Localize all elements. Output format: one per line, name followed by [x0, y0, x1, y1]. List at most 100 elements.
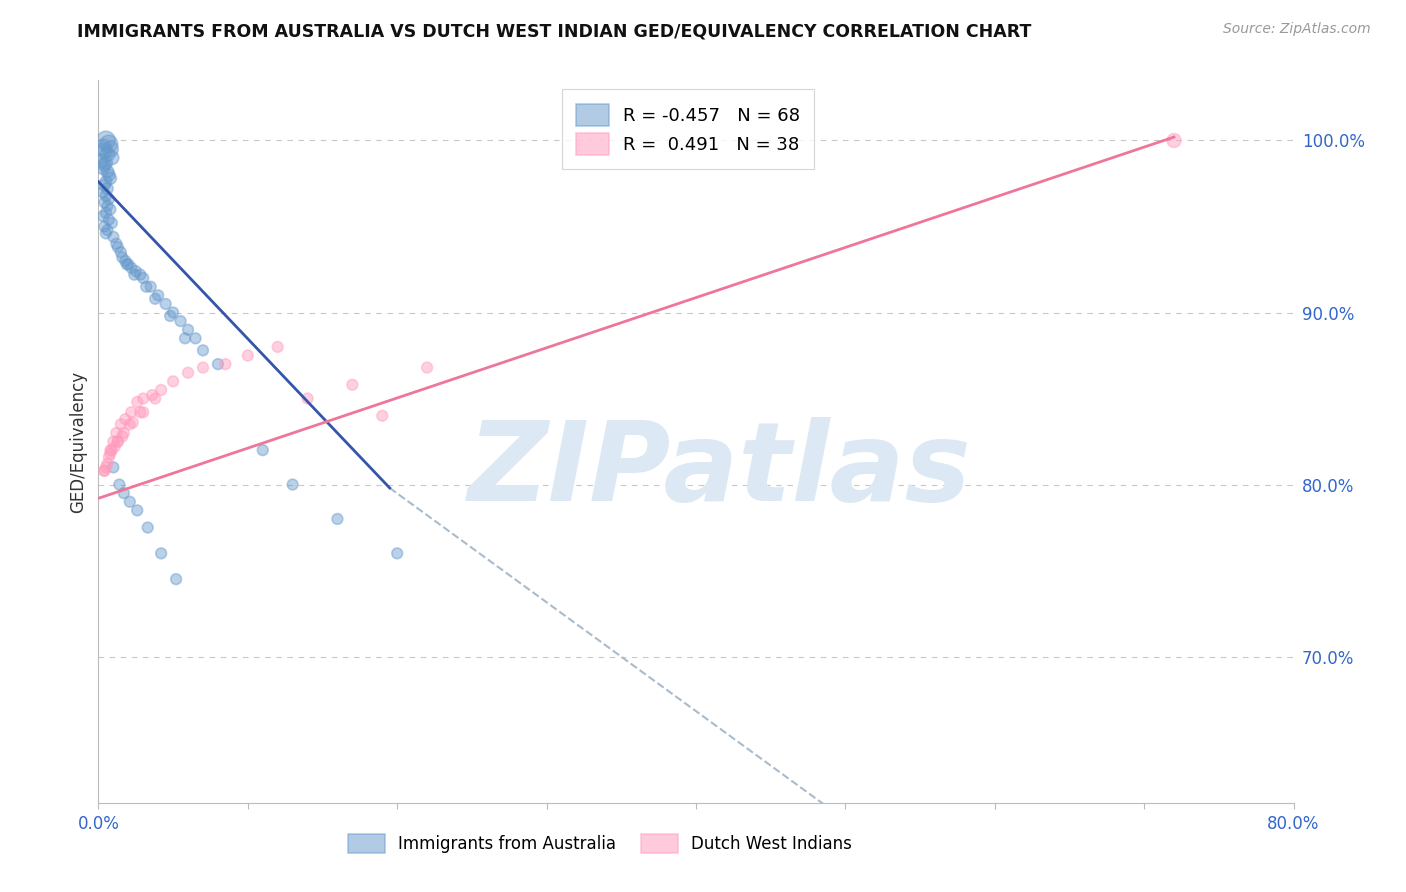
Point [93, 195, 115, 210]
Point [281, 477, 304, 491]
Point [159, 309, 181, 323]
Point [91, 140, 114, 154]
Point [127, 395, 149, 409]
Point [1163, 133, 1185, 147]
Point [236, 349, 259, 363]
Point [132, 392, 155, 406]
Point [184, 331, 207, 345]
Point [107, 434, 129, 449]
Point [94, 133, 117, 147]
Point [174, 331, 197, 345]
Point [125, 264, 148, 278]
Point [108, 477, 131, 491]
Point [91, 209, 114, 223]
Point [93, 144, 115, 158]
Text: IMMIGRANTS FROM AUSTRALIA VS DUTCH WEST INDIAN GED/EQUIVALENCY CORRELATION CHART: IMMIGRANTS FROM AUSTRALIA VS DUTCH WEST … [77, 22, 1032, 40]
Point [214, 357, 236, 371]
Point [111, 429, 134, 443]
Point [98, 446, 122, 460]
Point [207, 357, 229, 371]
Point [127, 503, 149, 517]
Point [165, 572, 187, 586]
Point [191, 360, 214, 375]
Point [101, 151, 124, 165]
Point [143, 292, 166, 306]
Point [139, 279, 162, 293]
Point [94, 156, 117, 170]
Point [93, 464, 115, 478]
Point [267, 340, 290, 354]
Point [136, 520, 159, 534]
Point [141, 388, 163, 402]
Point [110, 417, 132, 432]
Point [96, 147, 118, 161]
Point [104, 440, 127, 454]
Point [91, 161, 114, 175]
Point [96, 164, 118, 178]
Point [148, 288, 170, 302]
Point [97, 136, 120, 151]
Point [252, 443, 274, 458]
Point [120, 405, 142, 419]
Point [177, 323, 200, 337]
Text: Source: ZipAtlas.com: Source: ZipAtlas.com [1223, 22, 1371, 37]
Point [93, 178, 115, 193]
Point [107, 434, 129, 449]
Point [96, 182, 118, 196]
Point [103, 229, 125, 244]
Point [105, 425, 128, 440]
Point [143, 392, 166, 406]
Point [112, 486, 135, 500]
Point [97, 192, 120, 206]
Point [94, 227, 117, 241]
Point [105, 236, 128, 251]
Point [118, 494, 141, 508]
Point [111, 251, 134, 265]
Legend: Immigrants from Australia, Dutch West Indians: Immigrants from Australia, Dutch West In… [335, 821, 866, 867]
Point [93, 157, 115, 171]
Point [155, 297, 177, 311]
Point [93, 464, 115, 478]
Point [94, 206, 117, 220]
Point [110, 245, 132, 260]
Point [162, 305, 184, 319]
Point [90, 154, 112, 169]
Point [101, 443, 124, 458]
Point [107, 240, 129, 254]
Y-axis label: GED/Equivalency: GED/Equivalency [69, 370, 87, 513]
Point [129, 405, 152, 419]
Point [94, 175, 117, 189]
Point [124, 268, 146, 282]
Point [114, 412, 136, 426]
Point [114, 253, 136, 268]
Point [135, 279, 157, 293]
Point [342, 377, 364, 392]
Point [118, 417, 141, 432]
Point [98, 171, 122, 186]
Point [150, 546, 173, 560]
Point [97, 450, 120, 464]
Text: ZIPatlas: ZIPatlas [468, 417, 972, 524]
Point [162, 375, 184, 389]
Point [169, 314, 191, 328]
Point [101, 216, 124, 230]
Point [132, 271, 155, 285]
Point [120, 260, 142, 275]
Point [115, 257, 138, 271]
Point [385, 546, 409, 560]
Point [132, 405, 155, 419]
Point [416, 360, 439, 375]
Point [98, 202, 122, 217]
Point [112, 425, 135, 440]
Point [297, 392, 319, 406]
Point [93, 219, 115, 234]
Point [91, 185, 114, 199]
Point [97, 212, 120, 227]
Point [96, 457, 118, 471]
Point [371, 409, 394, 423]
Point [96, 199, 118, 213]
Point [150, 383, 173, 397]
Point [177, 366, 200, 380]
Point [98, 443, 122, 458]
Point [103, 434, 125, 449]
